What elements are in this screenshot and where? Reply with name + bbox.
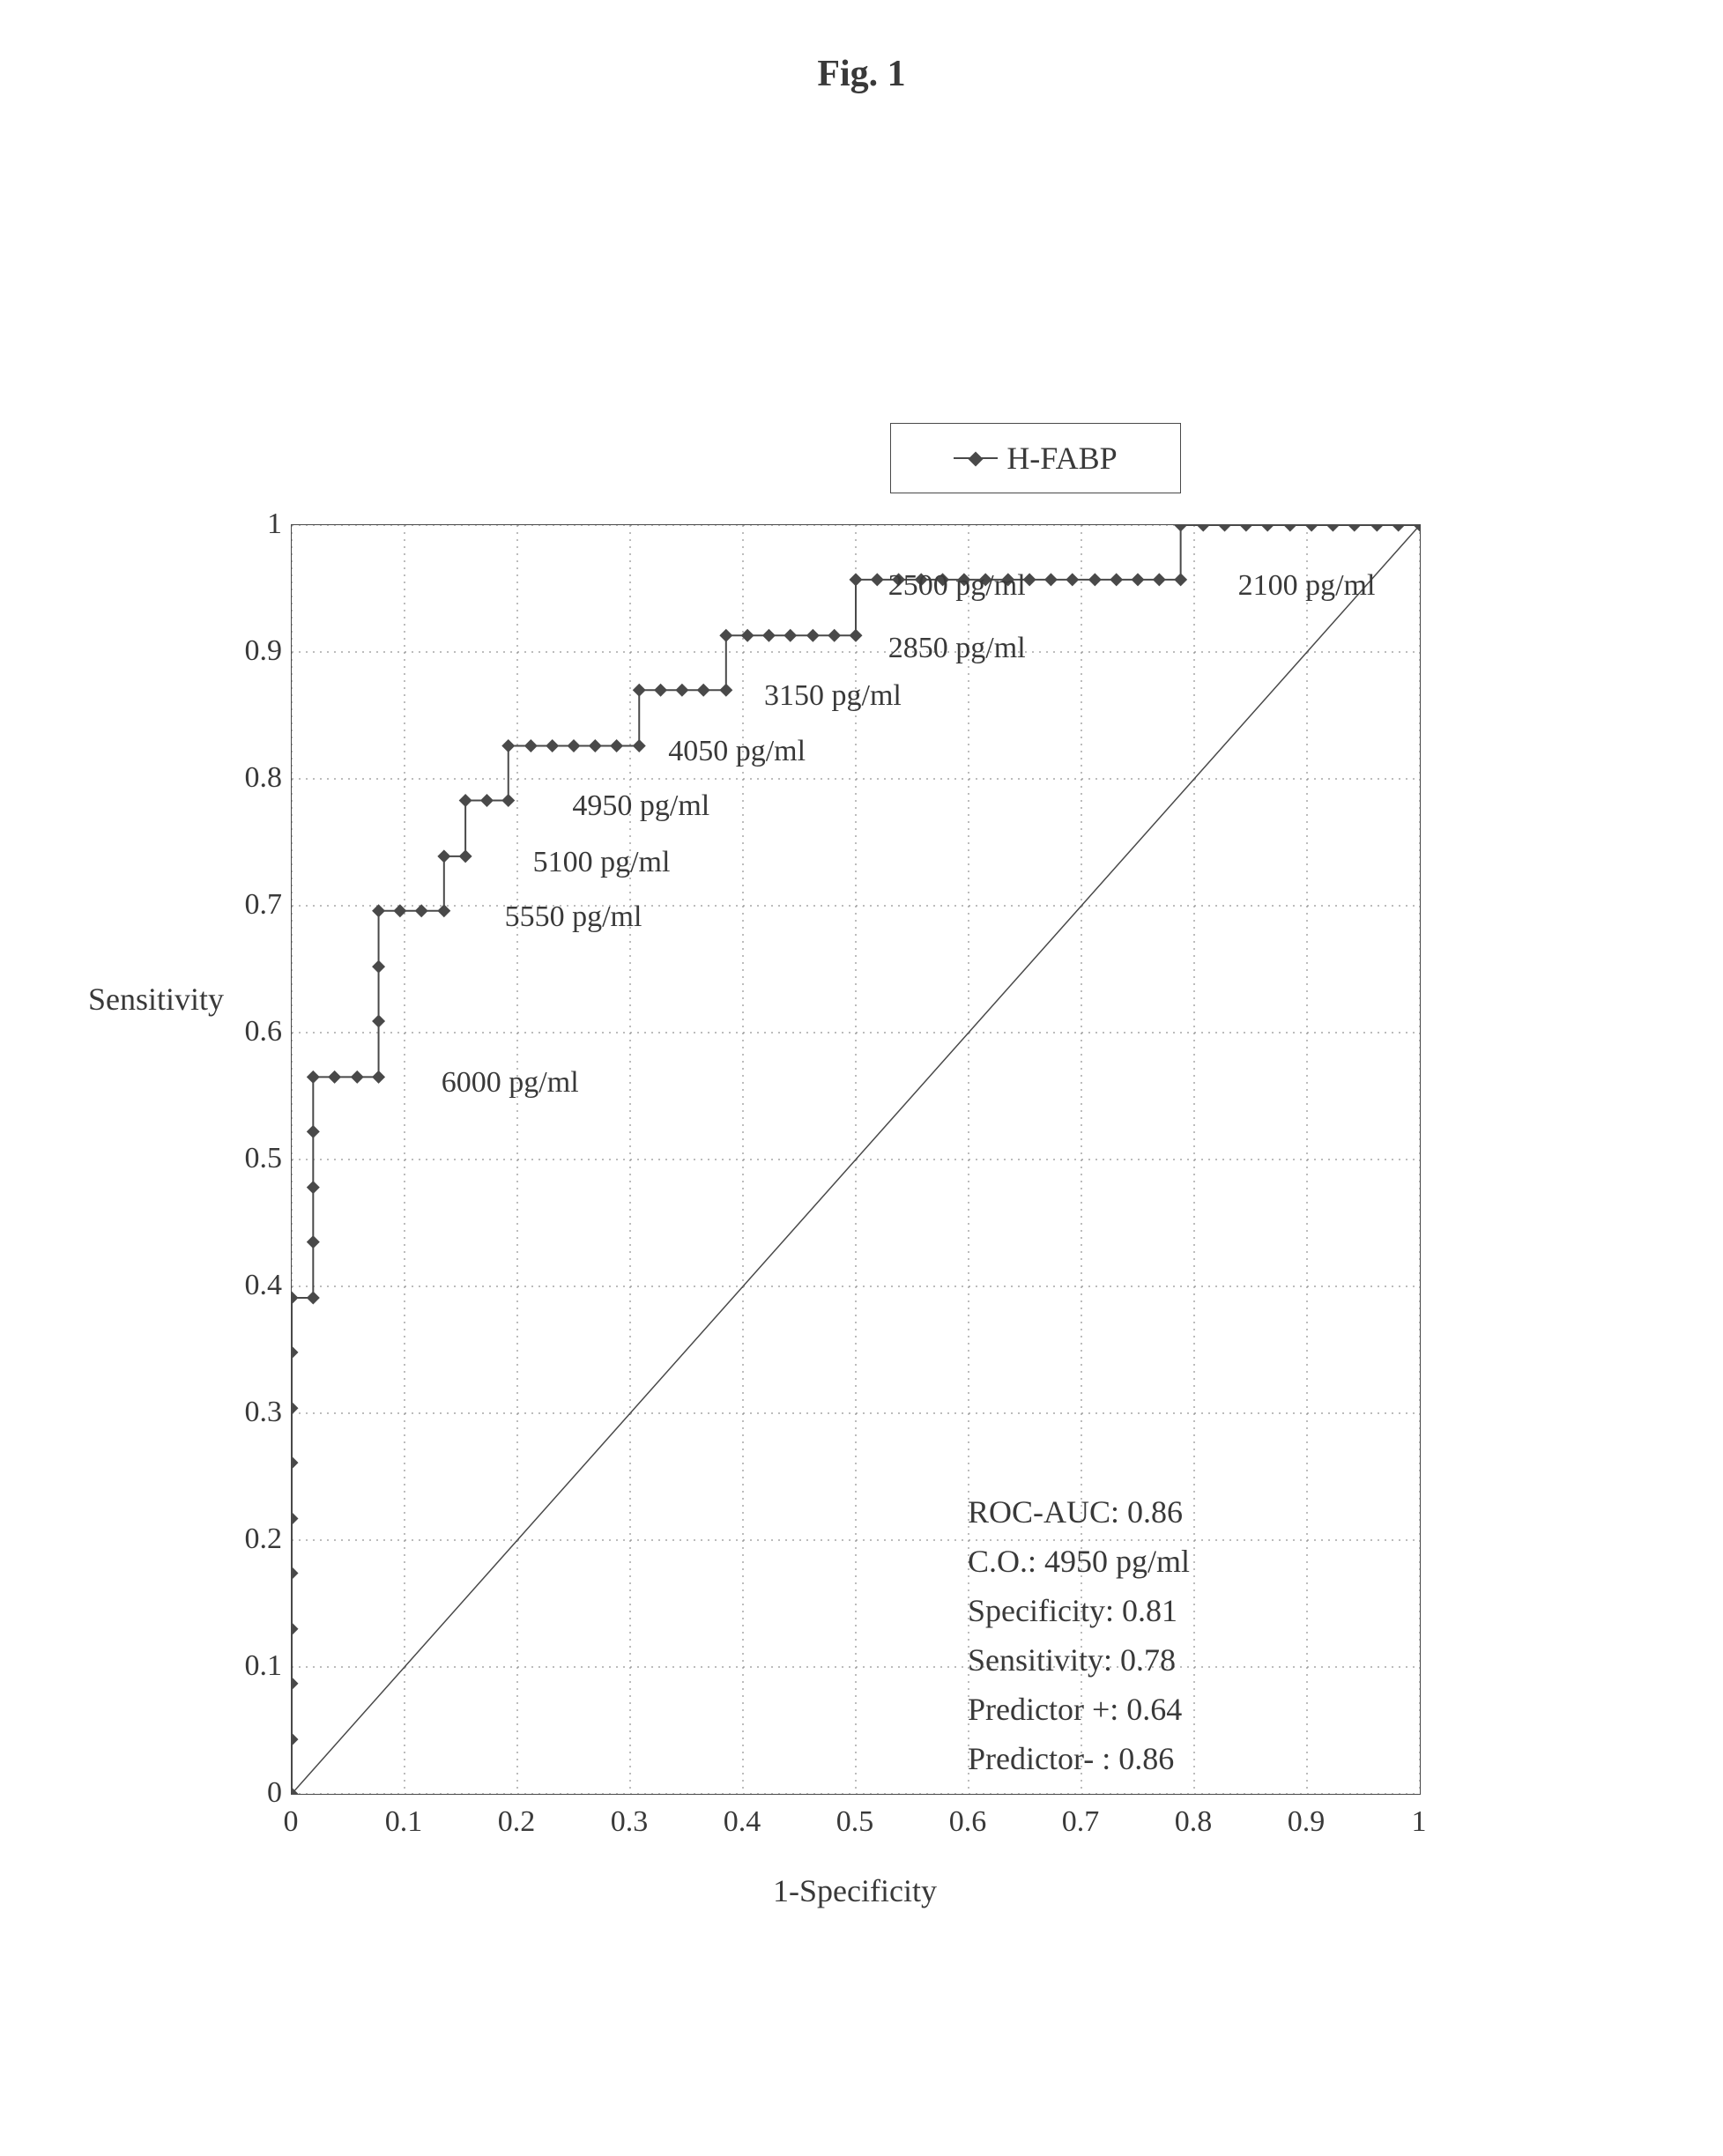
x-tick-label: 0.5 xyxy=(828,1805,881,1839)
threshold-annotation: 2850 pg/ml xyxy=(888,632,1026,665)
y-tick-label: 0.5 xyxy=(220,1142,282,1175)
x-tick-label: 0.6 xyxy=(941,1805,994,1839)
y-tick-label: 0.4 xyxy=(220,1269,282,1302)
y-tick-label: 0.9 xyxy=(220,634,282,668)
threshold-annotation: 5550 pg/ml xyxy=(505,900,642,934)
y-tick-label: 0.3 xyxy=(220,1396,282,1429)
threshold-annotation: 5100 pg/ml xyxy=(533,846,671,879)
y-tick-label: 0 xyxy=(220,1776,282,1810)
legend-text: H-FABP xyxy=(1006,440,1117,477)
y-tick-label: 0.8 xyxy=(220,761,282,795)
x-tick-label: 0.7 xyxy=(1054,1805,1107,1839)
x-axis-label: 1-Specificity xyxy=(291,1872,1419,1909)
threshold-annotation: 4950 pg/ml xyxy=(572,789,709,823)
stats-line: ROC-AUC: 0.86 xyxy=(968,1493,1183,1530)
x-tick-label: 0.9 xyxy=(1280,1805,1333,1839)
x-tick-label: 0 xyxy=(264,1805,317,1839)
legend-box: H-FABP xyxy=(890,423,1181,493)
x-tick-label: 0.1 xyxy=(377,1805,430,1839)
chart-svg xyxy=(292,525,1420,1794)
threshold-annotation: 2500 pg/ml xyxy=(888,569,1026,603)
stats-line: C.O.: 4950 pg/ml xyxy=(968,1543,1190,1580)
y-tick-label: 0.7 xyxy=(220,888,282,922)
stats-line: Predictor- : 0.86 xyxy=(968,1740,1174,1777)
threshold-annotation: 2100 pg/ml xyxy=(1238,569,1376,603)
x-tick-label: 0.8 xyxy=(1167,1805,1220,1839)
y-tick-label: 0.2 xyxy=(220,1523,282,1556)
x-tick-label: 0.3 xyxy=(603,1805,656,1839)
threshold-annotation: 6000 pg/ml xyxy=(442,1066,579,1100)
stats-line: Predictor +: 0.64 xyxy=(968,1691,1182,1728)
y-tick-label: 1 xyxy=(220,508,282,541)
stats-line: Specificity: 0.81 xyxy=(968,1592,1177,1629)
figure-title: Fig. 1 xyxy=(0,53,1723,95)
x-tick-label: 0.2 xyxy=(490,1805,543,1839)
threshold-annotation: 3150 pg/ml xyxy=(764,679,902,713)
y-tick-label: 0.6 xyxy=(220,1015,282,1048)
x-tick-label: 1 xyxy=(1393,1805,1445,1839)
y-axis-label: Sensitivity xyxy=(88,981,224,1018)
chart-plot-area xyxy=(291,524,1421,1795)
y-tick-label: 0.1 xyxy=(220,1649,282,1683)
legend-line-icon xyxy=(954,457,998,459)
legend-diamond-icon xyxy=(969,452,984,467)
page: Fig. 1 H-FABP Sensitivity 1-Specificity … xyxy=(0,0,1723,2156)
x-tick-label: 0.4 xyxy=(716,1805,769,1839)
stats-line: Sensitivity: 0.78 xyxy=(968,1641,1176,1678)
threshold-annotation: 4050 pg/ml xyxy=(668,735,806,768)
